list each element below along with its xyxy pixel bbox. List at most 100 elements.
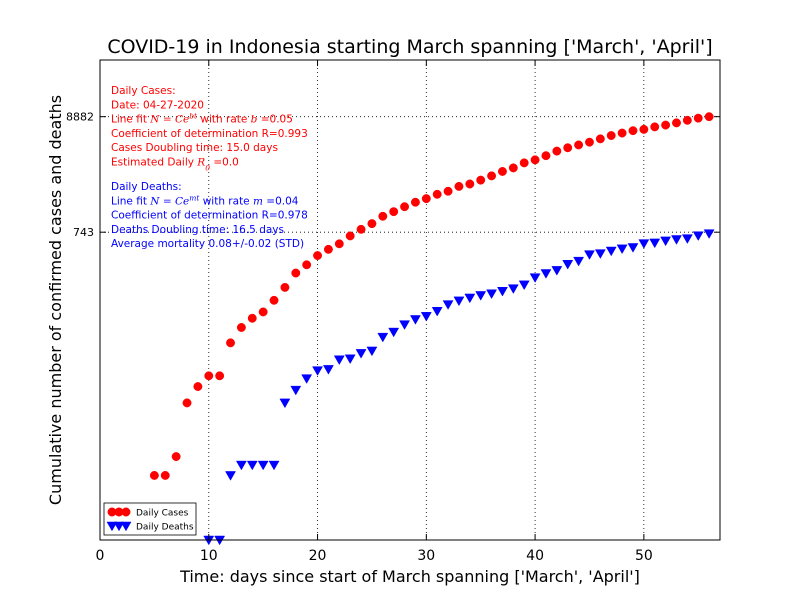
cases-annotation-line: Date: 04-27-2020 <box>111 99 204 111</box>
case-point <box>552 146 562 156</box>
y-axis-label: Cumulative number of confirmed cases and… <box>46 95 65 505</box>
death-point <box>355 349 367 359</box>
case-point <box>323 244 333 254</box>
case-point <box>389 207 399 217</box>
case-point <box>269 295 279 305</box>
death-point <box>442 300 454 310</box>
case-point <box>421 194 431 204</box>
death-point <box>573 256 585 267</box>
case-point <box>400 202 410 212</box>
death-point <box>594 249 606 259</box>
case-point <box>563 143 573 153</box>
death-point <box>453 296 465 307</box>
death-point <box>399 320 410 330</box>
cases-annotation-line: Line fit N = Cebt with rate b =0.05 <box>111 111 293 126</box>
case-point <box>410 197 420 207</box>
death-point <box>584 250 595 260</box>
case-point <box>443 186 453 196</box>
death-point <box>649 238 661 249</box>
case-point <box>519 158 529 168</box>
y-tick-label: 743 <box>73 226 94 239</box>
x-tick-label: 30 <box>417 548 435 564</box>
death-point <box>703 229 715 239</box>
case-point <box>465 179 475 189</box>
cases-annotation-line: Cases Doubling time: 15.0 days <box>111 142 278 154</box>
deaths-annotation-line: Average mortality 0.08+/-0.02 (STD) <box>111 238 304 250</box>
case-point <box>204 371 214 381</box>
death-point <box>660 236 672 247</box>
case-point <box>476 175 486 185</box>
death-point <box>279 398 291 409</box>
case-point <box>193 382 203 391</box>
case-point <box>258 307 268 317</box>
case-point <box>182 398 192 408</box>
legend-marker <box>121 507 131 517</box>
x-tick-label: 0 <box>96 548 105 564</box>
death-point <box>616 244 628 255</box>
death-point <box>638 239 650 249</box>
case-point <box>313 251 322 260</box>
grid <box>100 60 720 540</box>
death-point <box>692 231 704 241</box>
death-point <box>475 291 487 301</box>
death-point <box>486 289 498 300</box>
legend: Daily Cases Daily Deaths <box>103 502 197 536</box>
deaths-annotation-line: Line fit N = Cemt with rate m =0.04 <box>111 193 299 208</box>
legend-marker <box>120 521 132 532</box>
deaths-annotation-line: Daily Deaths: <box>111 181 182 193</box>
case-point <box>650 122 660 132</box>
case-point <box>530 155 540 165</box>
legend-marker <box>106 521 118 532</box>
death-point <box>605 246 617 257</box>
case-point <box>171 452 181 462</box>
series-daily-deaths <box>203 229 715 546</box>
case-point <box>498 167 507 176</box>
axis-ticks: 0 10 20 30 40 50 743 8882 <box>66 60 720 564</box>
case-point <box>454 181 464 191</box>
death-point <box>518 280 530 291</box>
deaths-annotation-line: Deaths Doubling time: 16.5 days <box>111 224 284 236</box>
death-point <box>420 312 432 322</box>
case-point <box>585 137 594 147</box>
death-point <box>464 293 476 304</box>
case-point <box>508 163 518 173</box>
death-point <box>377 332 389 343</box>
case-point <box>617 128 627 138</box>
death-point <box>529 273 541 283</box>
x-tick-label: 20 <box>309 548 327 564</box>
death-point <box>225 471 236 481</box>
legend-label: Daily Deaths <box>136 523 194 533</box>
case-point <box>574 140 584 150</box>
death-point <box>246 460 258 471</box>
case-point <box>334 239 344 249</box>
case-point <box>378 211 388 221</box>
x-tick-label: 40 <box>526 548 544 564</box>
death-point <box>388 327 400 338</box>
case-point <box>661 120 671 130</box>
death-point <box>366 346 378 357</box>
death-point <box>551 266 563 276</box>
case-point <box>149 471 159 480</box>
case-point <box>226 338 235 348</box>
cases-annotation-line: Daily Cases: <box>111 85 176 97</box>
case-point <box>345 231 355 241</box>
case-point <box>432 189 442 199</box>
legend-label: Daily Cases <box>136 509 189 519</box>
case-point <box>693 113 703 123</box>
case-point <box>606 131 616 140</box>
death-point <box>344 354 356 365</box>
x-tick-label: 10 <box>200 548 218 564</box>
death-point <box>301 374 313 384</box>
case-point <box>356 224 366 234</box>
case-point <box>160 471 170 480</box>
case-point <box>247 313 257 323</box>
case-point <box>215 371 225 381</box>
death-point <box>333 355 345 366</box>
death-point <box>410 315 421 325</box>
chart-title: COVID-19 in Indonesia starting March spa… <box>107 36 712 58</box>
death-point <box>290 385 302 396</box>
death-point <box>257 460 269 471</box>
death-point <box>235 460 247 471</box>
case-point <box>672 118 681 128</box>
